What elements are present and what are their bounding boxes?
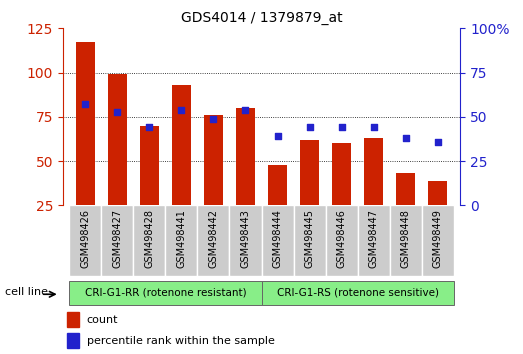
Text: GSM498427: GSM498427	[112, 209, 122, 268]
Text: GSM498449: GSM498449	[433, 209, 443, 268]
FancyBboxPatch shape	[390, 205, 422, 276]
Text: GSM498426: GSM498426	[80, 209, 90, 268]
Bar	[364, 138, 383, 250]
Text: percentile rank within the sample: percentile rank within the sample	[87, 336, 275, 346]
Text: GSM498445: GSM498445	[304, 209, 314, 268]
FancyBboxPatch shape	[326, 205, 358, 276]
Text: GSM498448: GSM498448	[401, 209, 411, 268]
FancyBboxPatch shape	[422, 205, 454, 276]
Bar	[236, 108, 255, 250]
Text: GSM498442: GSM498442	[209, 209, 219, 268]
FancyBboxPatch shape	[293, 205, 326, 276]
Point	[145, 125, 153, 130]
Point	[177, 107, 186, 113]
FancyBboxPatch shape	[69, 281, 262, 305]
Bar	[140, 126, 159, 250]
Bar	[76, 42, 95, 250]
Point	[370, 125, 378, 130]
Bar	[108, 74, 127, 250]
Bar	[67, 333, 78, 348]
FancyBboxPatch shape	[197, 205, 230, 276]
Bar	[204, 115, 223, 250]
Point	[113, 109, 121, 114]
Text: count: count	[87, 315, 118, 325]
Text: GSM498428: GSM498428	[144, 209, 154, 268]
Bar	[428, 181, 447, 250]
Bar	[67, 312, 78, 327]
Point	[337, 125, 346, 130]
Bar	[268, 165, 287, 250]
Bar	[172, 85, 191, 250]
FancyBboxPatch shape	[69, 205, 101, 276]
Text: GSM498447: GSM498447	[369, 209, 379, 268]
FancyBboxPatch shape	[262, 281, 454, 305]
Text: GSM498446: GSM498446	[337, 209, 347, 268]
Text: GSM498444: GSM498444	[272, 209, 282, 268]
Text: GSM498441: GSM498441	[176, 209, 186, 268]
Title: GDS4014 / 1379879_at: GDS4014 / 1379879_at	[180, 11, 343, 24]
FancyBboxPatch shape	[101, 205, 133, 276]
Text: GSM498443: GSM498443	[241, 209, 251, 268]
FancyBboxPatch shape	[230, 205, 262, 276]
FancyBboxPatch shape	[262, 205, 293, 276]
Point	[274, 133, 282, 139]
FancyBboxPatch shape	[133, 205, 165, 276]
Text: CRI-G1-RR (rotenone resistant): CRI-G1-RR (rotenone resistant)	[85, 288, 246, 298]
Text: CRI-G1-RS (rotenone sensitive): CRI-G1-RS (rotenone sensitive)	[277, 288, 439, 298]
Bar	[300, 140, 319, 250]
Point	[241, 107, 249, 113]
Point	[209, 116, 218, 121]
Text: cell line: cell line	[5, 287, 48, 297]
Point	[305, 125, 314, 130]
FancyBboxPatch shape	[165, 205, 197, 276]
FancyBboxPatch shape	[358, 205, 390, 276]
Bar	[396, 173, 415, 250]
Point	[434, 139, 442, 144]
Point	[81, 102, 89, 107]
Point	[402, 135, 410, 141]
Bar	[332, 143, 351, 250]
